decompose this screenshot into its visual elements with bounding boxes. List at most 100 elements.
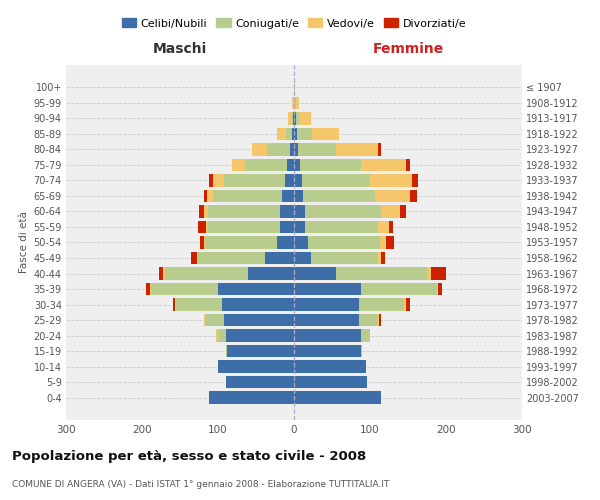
Bar xyxy=(294,236,308,249)
Bar xyxy=(245,158,287,172)
Bar xyxy=(308,236,380,249)
Bar xyxy=(277,128,286,140)
Y-axis label: Anni di nascita: Anni di nascita xyxy=(598,204,600,281)
Bar xyxy=(377,220,389,234)
Bar xyxy=(222,298,294,311)
Bar xyxy=(163,267,165,280)
Bar xyxy=(200,236,203,249)
Bar xyxy=(205,314,224,326)
Bar xyxy=(286,128,292,140)
Bar xyxy=(294,391,382,404)
Bar xyxy=(292,96,294,110)
Bar xyxy=(292,112,293,125)
Bar xyxy=(214,190,282,202)
Bar xyxy=(198,220,206,234)
Bar xyxy=(265,252,294,264)
Bar xyxy=(406,158,410,172)
Bar xyxy=(294,81,295,94)
Bar xyxy=(377,143,382,156)
Bar xyxy=(336,267,427,280)
Bar xyxy=(437,282,439,296)
Bar xyxy=(280,220,294,234)
Bar xyxy=(299,112,311,125)
Bar xyxy=(288,112,292,125)
Bar xyxy=(293,112,294,125)
Bar xyxy=(336,143,377,156)
Bar xyxy=(208,220,280,234)
Bar xyxy=(302,174,370,187)
Bar xyxy=(208,205,280,218)
Bar xyxy=(359,314,377,326)
Bar xyxy=(224,314,294,326)
Bar xyxy=(268,143,290,156)
Bar xyxy=(427,267,431,280)
Bar xyxy=(203,236,205,249)
Bar xyxy=(173,298,175,311)
Bar xyxy=(406,298,410,311)
Bar xyxy=(292,128,294,140)
Bar xyxy=(379,314,380,326)
Bar xyxy=(361,344,362,358)
Text: Popolazione per età, sesso e stato civile - 2008: Popolazione per età, sesso e stato civil… xyxy=(12,450,366,463)
Bar xyxy=(361,158,406,172)
Bar xyxy=(380,236,386,249)
Bar xyxy=(151,282,218,296)
Bar xyxy=(382,205,400,218)
Bar xyxy=(300,158,361,172)
Bar xyxy=(209,391,294,404)
Bar xyxy=(205,205,208,218)
Bar xyxy=(296,96,299,110)
Bar xyxy=(208,190,214,202)
Bar xyxy=(290,143,294,156)
Bar xyxy=(218,360,294,373)
Bar xyxy=(294,282,361,296)
Bar xyxy=(282,190,294,202)
Bar xyxy=(431,267,446,280)
Bar xyxy=(294,314,359,326)
Bar xyxy=(252,143,268,156)
Bar xyxy=(232,158,245,172)
Bar xyxy=(386,236,394,249)
Bar xyxy=(297,128,312,140)
Bar xyxy=(294,112,296,125)
Bar xyxy=(175,298,176,311)
Bar xyxy=(404,298,406,311)
Text: Femmine: Femmine xyxy=(373,42,443,56)
Y-axis label: Fasce di età: Fasce di età xyxy=(19,212,29,274)
Bar xyxy=(305,205,382,218)
Bar xyxy=(294,205,305,218)
Bar xyxy=(361,282,437,296)
Bar xyxy=(294,344,361,358)
Bar xyxy=(382,252,385,264)
Bar xyxy=(191,252,197,264)
Bar xyxy=(294,128,297,140)
Bar xyxy=(312,128,339,140)
Bar xyxy=(160,267,163,280)
Bar xyxy=(206,220,208,234)
Bar xyxy=(176,298,222,311)
Bar xyxy=(248,267,294,280)
Bar xyxy=(294,190,303,202)
Bar xyxy=(226,329,294,342)
Bar xyxy=(439,282,442,296)
Bar xyxy=(294,174,302,187)
Bar xyxy=(294,252,311,264)
Bar xyxy=(294,360,366,373)
Bar xyxy=(218,282,294,296)
Bar xyxy=(149,282,151,296)
Bar xyxy=(226,344,227,358)
Bar xyxy=(285,174,294,187)
Bar xyxy=(412,174,418,187)
Bar xyxy=(277,236,294,249)
Bar xyxy=(294,267,336,280)
Bar xyxy=(359,298,404,311)
Bar xyxy=(294,220,305,234)
Bar xyxy=(165,267,248,280)
Bar xyxy=(377,252,382,264)
Bar xyxy=(296,112,299,125)
Bar xyxy=(311,252,377,264)
Bar xyxy=(410,190,417,202)
Bar xyxy=(212,174,224,187)
Bar xyxy=(294,329,361,342)
Text: Maschi: Maschi xyxy=(153,42,207,56)
